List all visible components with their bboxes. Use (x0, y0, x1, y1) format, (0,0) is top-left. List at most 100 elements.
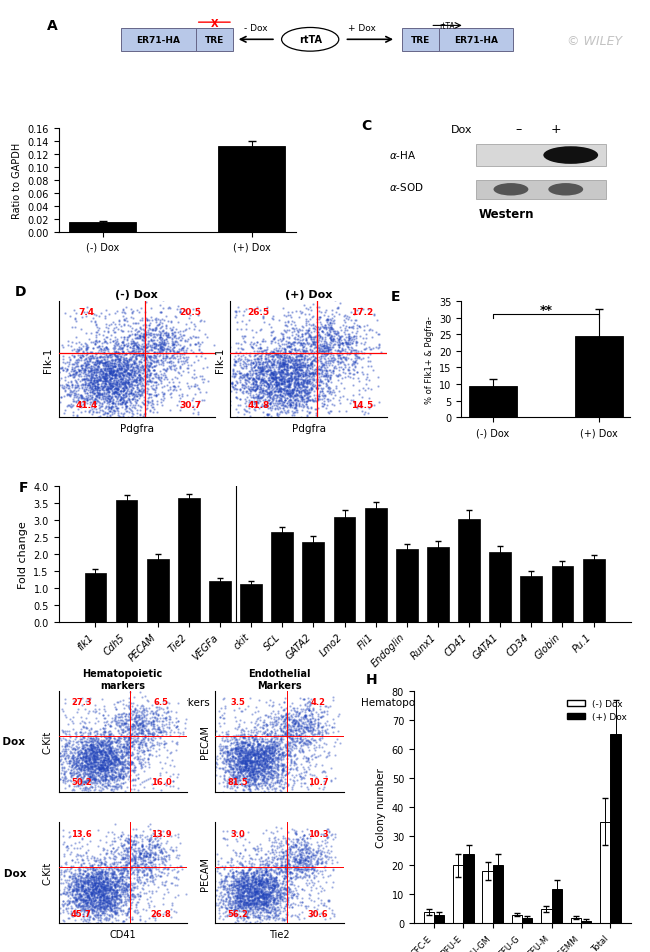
Point (90, 389, 101, 405)
Point (63, 375, 73, 390)
Point (106, 367, 116, 382)
Point (296, 714, 307, 729)
Point (91, 736, 101, 751)
Point (265, 770, 276, 785)
Point (112, 338, 123, 353)
Point (102, 893, 112, 908)
Point (248, 746, 258, 762)
Point (296, 399, 307, 414)
Point (89, 883, 99, 899)
Point (124, 761, 134, 776)
Point (79, 372, 90, 387)
Point (107, 367, 118, 382)
Point (111, 869, 121, 884)
Point (129, 355, 139, 370)
Point (103, 760, 114, 775)
Point (312, 844, 322, 860)
Point (91, 873, 101, 888)
Point (98, 370, 108, 386)
Point (157, 875, 167, 890)
Point (112, 383, 122, 398)
Point (111, 748, 121, 764)
Point (264, 832, 274, 847)
Point (109, 752, 119, 767)
Point (276, 843, 286, 859)
Point (220, 701, 231, 716)
Point (95, 898, 105, 913)
Point (164, 724, 175, 740)
Point (277, 388, 287, 404)
Point (293, 386, 304, 401)
Point (267, 354, 278, 369)
Point (306, 366, 317, 381)
Point (109, 321, 119, 336)
Point (215, 710, 226, 725)
Point (106, 356, 116, 371)
Point (237, 871, 247, 886)
Point (183, 379, 193, 394)
Point (243, 892, 254, 907)
Point (131, 395, 142, 410)
Point (280, 748, 290, 764)
Point (73, 896, 84, 911)
Point (161, 345, 171, 360)
Point (235, 890, 245, 905)
Point (257, 893, 267, 908)
Point (261, 379, 271, 394)
Point (289, 343, 300, 358)
Point (137, 342, 148, 357)
Point (64, 367, 75, 382)
Point (105, 370, 116, 386)
Point (304, 862, 314, 877)
Point (101, 367, 112, 382)
Point (333, 327, 343, 343)
Point (107, 772, 117, 787)
Point (161, 342, 172, 357)
Point (130, 711, 140, 726)
Point (248, 737, 259, 752)
Point (70, 877, 80, 892)
Point (230, 769, 240, 784)
Point (234, 900, 244, 915)
Point (248, 875, 259, 890)
Point (86, 887, 96, 902)
Point (245, 895, 255, 910)
Point (156, 391, 166, 407)
Point (238, 866, 248, 882)
Point (120, 751, 130, 766)
Point (118, 858, 128, 873)
Point (155, 340, 166, 355)
Point (110, 747, 120, 763)
Point (258, 880, 268, 895)
Point (275, 891, 285, 906)
Point (82, 887, 92, 902)
Point (247, 870, 257, 885)
Point (268, 425, 278, 440)
Point (258, 873, 268, 888)
Point (291, 343, 302, 358)
Point (309, 723, 320, 738)
Point (301, 720, 311, 735)
Point (103, 385, 114, 400)
Point (79, 378, 90, 393)
Point (101, 317, 112, 332)
Point (98, 346, 109, 361)
Point (113, 875, 124, 890)
Point (85, 880, 96, 895)
Point (269, 873, 280, 888)
Point (230, 776, 240, 791)
Point (127, 363, 138, 378)
Point (75, 751, 86, 766)
Point (263, 761, 273, 776)
Point (276, 381, 287, 396)
Point (229, 770, 239, 785)
Point (148, 406, 158, 421)
Point (257, 732, 268, 747)
Point (264, 886, 274, 902)
Point (110, 816, 120, 831)
Point (250, 366, 261, 381)
Point (99, 379, 110, 394)
Point (276, 853, 286, 868)
Point (246, 857, 256, 872)
Point (311, 375, 321, 390)
